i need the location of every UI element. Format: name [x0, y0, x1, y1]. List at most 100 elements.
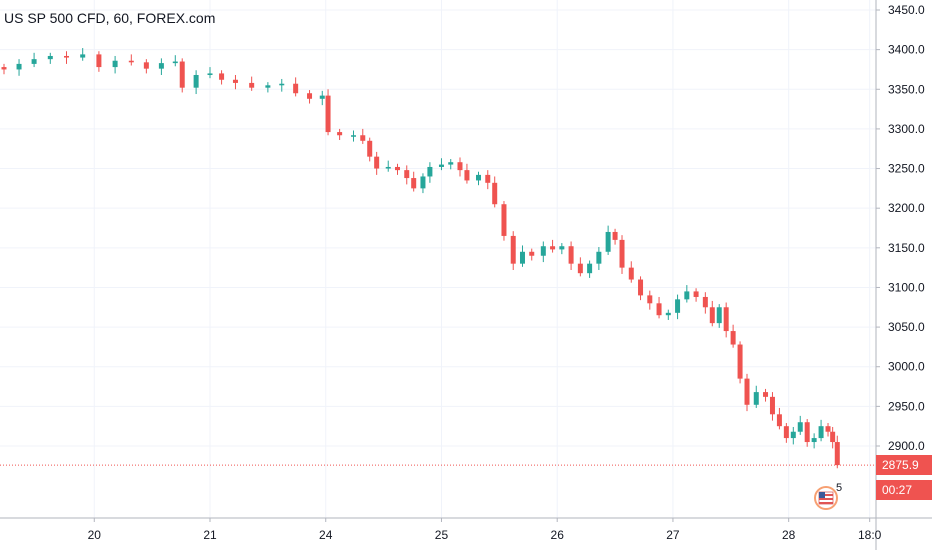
candle-body — [47, 55, 53, 60]
candle-body — [656, 303, 662, 316]
candle-body — [834, 442, 840, 466]
x-tick-label: 25 — [435, 528, 449, 542]
candle-body — [783, 426, 789, 439]
candle-body — [337, 132, 343, 136]
y-tick-label: 3250.0 — [888, 162, 925, 176]
badge-count: 5 — [836, 482, 843, 494]
candle-body — [825, 426, 831, 432]
candle-body — [612, 231, 618, 240]
candle-body — [420, 176, 426, 189]
bar-countdown-label: 00:27 — [876, 480, 932, 500]
y-tick-label: 3150.0 — [888, 241, 925, 255]
x-tick-label: 26 — [551, 528, 565, 542]
candle-body — [830, 431, 836, 443]
candle-body — [374, 156, 380, 169]
candle-body — [325, 95, 331, 133]
market-status-badge[interactable]: 5 — [812, 482, 846, 512]
y-tick-label: 3200.0 — [888, 201, 925, 215]
candle-body — [172, 61, 178, 64]
candle-body — [31, 59, 37, 64]
candle-body — [427, 166, 433, 177]
candle-body — [737, 344, 743, 379]
candle-body — [702, 296, 708, 308]
candle-body — [63, 55, 69, 58]
candle-body — [112, 60, 118, 68]
x-tick-label: 28 — [782, 528, 796, 542]
candle-body — [394, 166, 400, 171]
candle-body — [207, 73, 213, 76]
candle-body — [219, 73, 225, 80]
candle-body — [16, 63, 22, 70]
candle-body — [128, 60, 134, 63]
y-tick-label: 3300.0 — [888, 122, 925, 136]
candle-body — [448, 162, 454, 165]
candle-body — [351, 135, 357, 137]
x-tick-label: 27 — [666, 528, 680, 542]
candle-body — [265, 85, 271, 88]
x-tick-label: 24 — [319, 528, 333, 542]
candle-body — [143, 62, 149, 69]
y-tick-label: 2950.0 — [888, 399, 925, 413]
candle-body — [804, 422, 810, 443]
candle-body — [730, 331, 736, 345]
candle-body — [818, 426, 824, 439]
y-tick-label: 3050.0 — [888, 320, 925, 334]
y-tick-label: 2900.0 — [888, 439, 925, 453]
y-tick-label: 3000.0 — [888, 360, 925, 374]
candle-body — [307, 93, 313, 99]
candle-body — [716, 307, 722, 324]
candle-body — [492, 182, 498, 205]
candle-body — [464, 170, 470, 181]
candle-body — [577, 263, 583, 274]
candle-body — [1, 67, 7, 70]
last-price-label: 2875.9 — [876, 455, 932, 475]
candle-body — [385, 166, 391, 169]
symbol-title: US SP 500 CFD, 60, FOREX.com — [4, 10, 216, 26]
candle-body — [675, 299, 681, 313]
candle-body — [411, 178, 417, 189]
candle-body — [193, 75, 199, 88]
candle-body — [404, 170, 410, 179]
candle-body — [519, 251, 525, 264]
candle-body — [540, 246, 546, 256]
us-flag-market-icon — [814, 486, 838, 510]
candle-body — [693, 291, 699, 297]
candle-body — [319, 95, 325, 99]
candle-body — [550, 246, 556, 250]
candle-body — [638, 279, 644, 296]
candle-body — [232, 79, 238, 83]
candle-body — [776, 414, 782, 427]
candle-body — [158, 63, 164, 69]
candle-body — [797, 422, 803, 432]
x-tick-label: 20 — [88, 528, 102, 542]
candle-body — [501, 204, 507, 236]
candle-body — [605, 231, 611, 252]
candle-body — [769, 396, 775, 415]
candle-body — [559, 246, 565, 250]
candle-body — [709, 307, 715, 324]
candle-body — [744, 378, 750, 405]
candle-body — [360, 135, 366, 141]
candle-body — [647, 295, 653, 304]
candle-body — [763, 392, 769, 397]
candle-body — [438, 164, 444, 167]
candle-body — [628, 267, 634, 280]
candle-body — [510, 235, 516, 264]
candle-body — [179, 61, 185, 88]
candle-body — [790, 431, 796, 439]
candle-body — [249, 82, 255, 88]
candle-body — [753, 392, 759, 405]
candle-body — [723, 307, 729, 332]
candle-body — [811, 438, 817, 443]
candle-body — [96, 54, 102, 68]
candle-body — [619, 239, 625, 268]
candle-body — [568, 246, 574, 264]
candle-body — [279, 83, 285, 86]
candle-body — [457, 162, 463, 171]
y-tick-label: 3350.0 — [888, 82, 925, 96]
candle-body — [587, 263, 593, 274]
candle-body — [367, 140, 373, 157]
y-tick-label: 3400.0 — [888, 43, 925, 57]
